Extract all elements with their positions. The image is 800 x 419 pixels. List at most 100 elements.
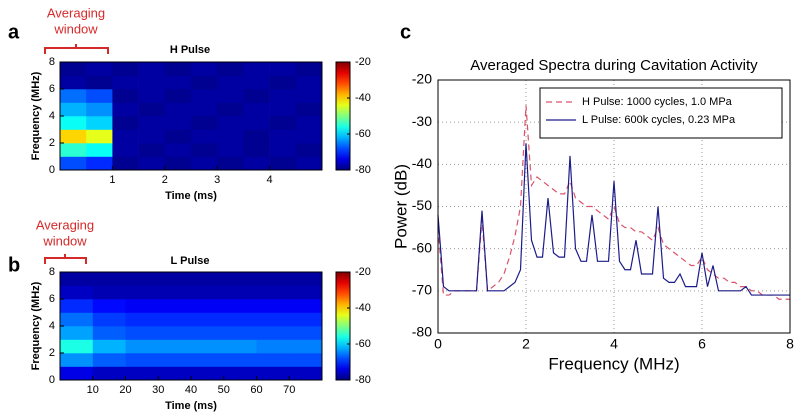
- heatmap-cell: [60, 102, 87, 117]
- bracket: [44, 254, 87, 264]
- heatmap-cell: [86, 116, 113, 130]
- y-tick-label: 4: [49, 320, 55, 332]
- heatmap-cell: [92, 326, 126, 340]
- heatmap-cell: [217, 129, 244, 144]
- heatmap-cell: [164, 156, 192, 171]
- y-axis-label: Frequency (MHz): [30, 71, 42, 160]
- heatmap-cell: [138, 129, 166, 144]
- x-tick-label: 6: [698, 336, 706, 352]
- heatmap-cell: [295, 62, 323, 76]
- heatmap-cell: [125, 285, 159, 300]
- heatmap-cell: [158, 339, 192, 354]
- y-tick-label: -20: [412, 71, 432, 87]
- y-tick-label: 6: [49, 83, 55, 95]
- heatmap-cell: [112, 116, 139, 130]
- y-tick-label: 8: [49, 266, 55, 278]
- heatmap-cell: [138, 75, 166, 90]
- heatmap-cell: [112, 129, 139, 144]
- heatmap-cell: [191, 62, 218, 76]
- y-tick-label: 8: [49, 56, 55, 68]
- colorbar-tick-label: -60: [355, 128, 371, 140]
- heatmap-cell: [191, 326, 225, 340]
- x-tick-label: 0: [434, 336, 442, 352]
- heatmap-cell: [223, 272, 257, 286]
- heatmap-cell: [125, 353, 159, 367]
- heatmap-cell: [112, 102, 139, 117]
- chart-title: L Pulse: [171, 255, 210, 267]
- heatmap-cell: [125, 326, 159, 340]
- heatmap-cell: [243, 75, 270, 90]
- heatmap-cell: [223, 353, 257, 367]
- colorbar-tick-label: -40: [355, 302, 371, 314]
- heatmap-cell: [158, 312, 192, 327]
- heatmap-cell: [217, 89, 244, 103]
- heatmap-cell: [269, 102, 297, 117]
- heatmap-cell: [112, 75, 139, 90]
- x-tick-label: 40: [185, 384, 197, 396]
- heatmap-cell: [60, 339, 94, 354]
- heatmap-cell: [125, 339, 159, 354]
- heatmap-cell: [191, 116, 218, 130]
- heatmap-cell: [60, 129, 87, 144]
- heatmap-cell: [223, 326, 257, 340]
- heatmap-cell: [158, 285, 192, 300]
- heatmap-cell: [256, 272, 290, 286]
- heatmap-cell: [295, 89, 323, 103]
- panel-letter: b: [8, 254, 20, 276]
- heatmap-cell: [191, 272, 225, 286]
- heatmap-cell: [191, 353, 225, 367]
- heatmap-cell: [217, 156, 244, 171]
- annotation: window: [42, 233, 87, 248]
- heatmap-cell: [112, 156, 139, 171]
- panel-letter: c: [400, 21, 411, 43]
- heatmap-cell: [125, 272, 159, 286]
- y-tick-label: -60: [412, 239, 432, 255]
- chart-title: H Pulse: [170, 44, 210, 56]
- x-tick-label: 1: [109, 174, 115, 186]
- colorbar-tick-label: -80: [355, 374, 371, 386]
- heatmap-cell: [92, 312, 126, 327]
- heatmap-cell: [223, 299, 257, 313]
- heatmap-cell: [191, 102, 218, 117]
- colorbar-tick-label: -40: [355, 92, 371, 104]
- heatmap-cell: [158, 326, 192, 340]
- heatmap-cell: [243, 129, 270, 144]
- y-tick-label: 2: [49, 347, 55, 359]
- heatmap-cell: [60, 366, 94, 381]
- heatmap-cell: [191, 89, 218, 103]
- y-tick-label: 0: [49, 374, 55, 386]
- heatmap-cell: [191, 339, 225, 354]
- heatmap-cell: [223, 312, 257, 327]
- heatmap-cell: [86, 102, 113, 117]
- heatmap-cell: [112, 143, 139, 157]
- heatmap-cell: [256, 339, 290, 354]
- heatmap-cell: [60, 156, 87, 171]
- heatmap-cell: [217, 102, 244, 117]
- panel-letter: a: [8, 21, 20, 43]
- x-tick-label: 10: [87, 384, 99, 396]
- heatmap-cell: [125, 312, 159, 327]
- heatmap-cell: [158, 353, 192, 367]
- heatmap-cell: [164, 116, 192, 130]
- x-tick-label: 4: [610, 336, 618, 352]
- heatmap-cell: [269, 75, 297, 90]
- x-tick-label: 50: [218, 384, 230, 396]
- y-axis-label: Frequency (MHz): [30, 281, 42, 370]
- legend-label: H Pulse: 1000 cycles, 1.0 MPa: [582, 96, 733, 108]
- legend-box: [539, 87, 783, 139]
- heatmap-cell: [269, 156, 297, 171]
- heatmap-cell: [86, 89, 113, 103]
- heatmap-cell: [92, 299, 126, 313]
- heatmap-cell: [191, 299, 225, 313]
- heatmap-cell: [158, 366, 192, 381]
- heatmap-cell: [289, 272, 323, 286]
- heatmap-cell: [243, 89, 270, 103]
- y-axis-label: Power (dB): [391, 164, 410, 249]
- heatmap-cell: [243, 156, 270, 171]
- y-tick-label: 2: [49, 137, 55, 149]
- heatmap-cell: [60, 285, 94, 300]
- heatmap-cell: [217, 116, 244, 130]
- y-tick-label: -70: [412, 282, 432, 298]
